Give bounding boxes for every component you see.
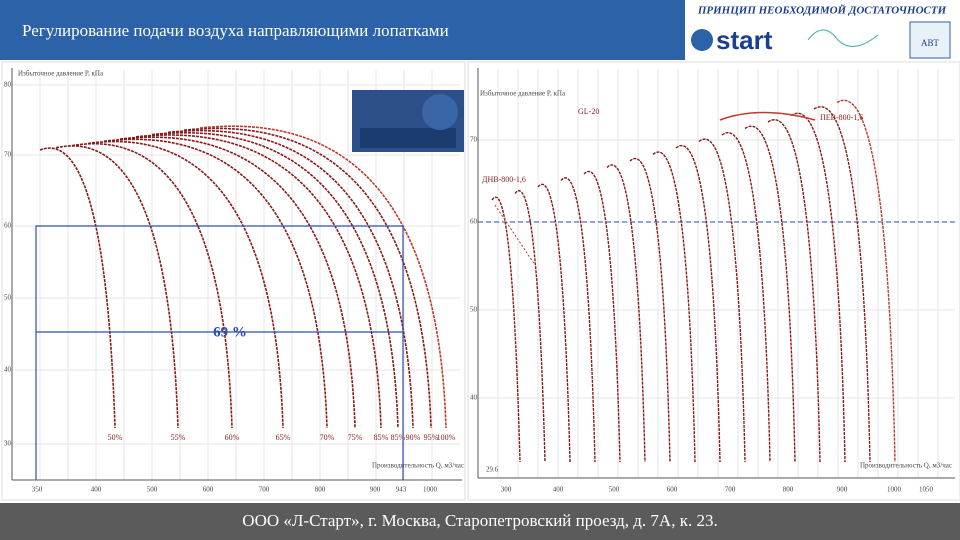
curve-label: 100% — [437, 433, 456, 442]
fan-curve — [652, 151, 696, 463]
x-tick-label: 400 — [553, 486, 564, 494]
fan-curve — [813, 106, 871, 463]
x-tick-label: 800 — [783, 486, 794, 494]
footer-text: ООО «Л-Старт», г. Москва, Старопетровски… — [242, 511, 717, 530]
x-tick-label: 1050 — [919, 486, 934, 494]
fan-curve — [698, 138, 746, 463]
slogan: ПРИНЦИП НЕОБХОДИМОЙ ДОСТАТОЧНОСТИ — [697, 5, 947, 17]
fan-curve — [836, 99, 896, 463]
x-tick-label: 900 — [370, 486, 381, 494]
curve-label: ДНВ-800-1,6 — [482, 175, 526, 184]
fan-curve — [55, 145, 179, 429]
header-bar — [0, 0, 685, 60]
y-tick-label: 70 — [4, 151, 12, 159]
fan-curve — [39, 147, 116, 429]
y-tick-label: 40 — [4, 366, 12, 374]
x-axis-label: Производительность Q, м3/час — [860, 462, 952, 470]
y-tick-label: 70 — [470, 136, 478, 144]
annotation-arrow — [719, 111, 816, 121]
x-tick-label: 600 — [203, 486, 214, 494]
fan-curve — [494, 204, 536, 266]
y-tick-label: 60 — [4, 222, 12, 230]
fan-curve — [583, 170, 621, 463]
fan-curve — [790, 112, 846, 463]
fan-curve — [71, 143, 233, 429]
logo: start — [716, 25, 773, 55]
y-tick-label: 40 — [470, 394, 478, 402]
slide-title: Регулирование подачи воздуха направляющи… — [22, 21, 449, 40]
curve-label: 70% — [320, 433, 335, 442]
fan-curve — [135, 134, 382, 429]
y-axis-label: Избыточное давление P, кПа — [18, 70, 104, 78]
curve-label: 60% — [225, 433, 240, 442]
fan-curve — [537, 183, 571, 463]
x-tick-label: 500 — [147, 486, 158, 494]
right-chart-bg — [467, 61, 960, 501]
badge: АВТ — [921, 38, 939, 48]
fan-base — [360, 128, 456, 148]
x-tick-label: 400 — [91, 486, 102, 494]
x-tick-label: 600 — [667, 486, 678, 494]
curve-label: 90% — [406, 433, 421, 442]
fan-curve — [199, 125, 447, 429]
curve-label: 55% — [171, 433, 186, 442]
fan-curve — [103, 138, 328, 429]
curve-label: 95% — [424, 433, 439, 442]
x-tick-label: 943 — [396, 486, 407, 494]
y-tick-label: 80 — [4, 81, 12, 89]
x-tick-label: 800 — [315, 486, 326, 494]
curve-label: 65% — [276, 433, 291, 442]
footer-bar — [0, 503, 960, 540]
badge-box — [909, 21, 951, 59]
x-tick-label: 350 — [32, 486, 43, 494]
fan-curve — [151, 132, 399, 429]
y-tick-label: 30 — [4, 440, 12, 448]
x-tick-label: 700 — [259, 486, 270, 494]
x-tick-label: 900 — [837, 486, 848, 494]
fan-curve — [560, 177, 596, 463]
y-tick-label: 60 — [470, 218, 478, 226]
x-tick-label: 1000 — [887, 486, 902, 494]
y-tick-label: 50 — [470, 306, 478, 314]
curve-label: 50% — [108, 433, 123, 442]
curve-label: 85% — [391, 433, 406, 442]
logo-wave — [807, 29, 879, 47]
fan-curve — [744, 125, 796, 463]
x-tick-label: 700 — [725, 486, 736, 494]
curve-label: ПЕВ-800-1,6 — [820, 113, 863, 122]
fan-housing — [422, 94, 458, 130]
y-axis-label: Избыточное давление P, кПа — [480, 90, 566, 98]
logo-icon — [691, 29, 713, 51]
fan-curve — [87, 140, 284, 429]
curve-label: 75% — [348, 433, 363, 442]
start-label: 29.6 — [486, 466, 499, 474]
curve-label: 85% — [374, 433, 389, 442]
x-axis-label: Производительность Q, м3/час — [372, 462, 464, 470]
curve-label: GL-20 — [578, 107, 599, 116]
x-tick-label: 1000 — [423, 486, 438, 494]
x-tick-label: 300 — [501, 486, 512, 494]
fan-curve — [183, 127, 432, 429]
fan-curve — [119, 136, 356, 429]
x-tick-label: 500 — [609, 486, 620, 494]
fan-curve — [514, 190, 546, 463]
fan-curve — [629, 157, 671, 463]
fan-curve — [491, 196, 521, 463]
fan-curve — [721, 132, 771, 463]
operating-line — [35, 225, 404, 480]
fan-curve — [675, 145, 721, 463]
y-tick-label: 50 — [4, 294, 12, 302]
efficiency-label: 69 % — [213, 324, 247, 340]
fan-curve — [167, 129, 414, 429]
fan-curve — [606, 164, 646, 463]
